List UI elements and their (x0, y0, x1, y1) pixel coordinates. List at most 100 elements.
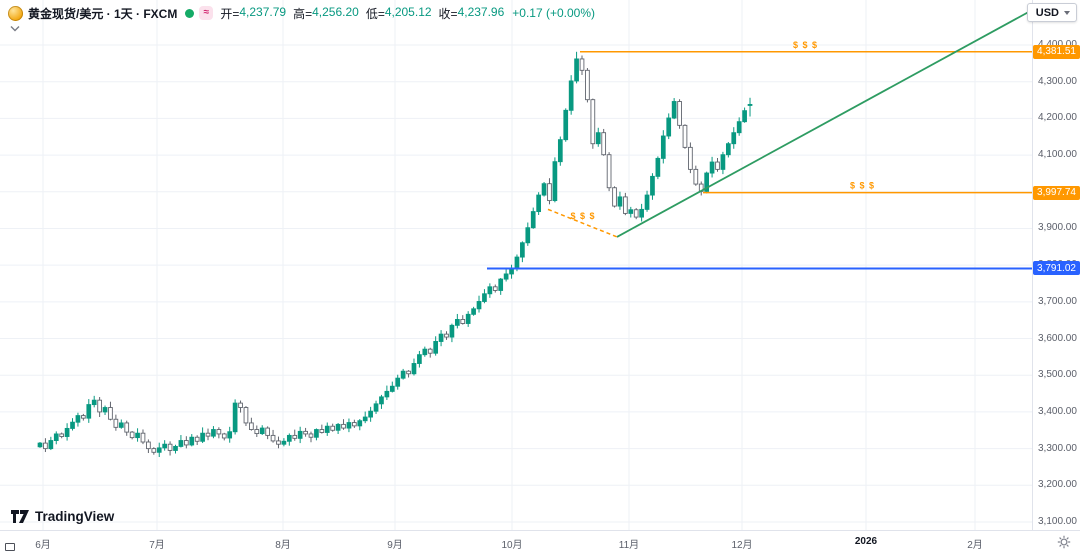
candle (368, 406, 373, 422)
candle (108, 401, 113, 421)
price-axis[interactable]: 4,400.004,300.004,200.004,100.004,000.00… (1032, 0, 1080, 530)
candle (530, 207, 536, 229)
candle (324, 422, 330, 436)
candle (265, 426, 270, 440)
candle (200, 427, 205, 444)
candle (75, 412, 81, 427)
candle (357, 419, 363, 431)
candle (135, 428, 140, 442)
currency-label: USD (1035, 6, 1059, 19)
market-status-icon (185, 8, 195, 18)
time-tick-label: 2月 (967, 540, 983, 551)
time-axis-icon[interactable] (5, 543, 15, 551)
time-tick-label: 12月 (731, 540, 753, 551)
candle (465, 311, 471, 327)
candle (503, 269, 509, 282)
candle (373, 400, 379, 414)
candle (205, 428, 211, 441)
candle (666, 113, 672, 140)
price-tick-label: 3,400.00 (1038, 405, 1077, 417)
price-tick-label: 4,200.00 (1038, 112, 1077, 124)
gear-icon[interactable] (1057, 535, 1071, 549)
candle (736, 117, 742, 136)
candle (433, 336, 439, 356)
candle (590, 98, 596, 149)
candle (319, 424, 325, 434)
candle (303, 427, 308, 437)
candle (525, 222, 531, 246)
dollar-label[interactable]: $ $ $ (571, 211, 596, 221)
candle (579, 55, 585, 76)
candle (563, 108, 569, 142)
open-value: 4,237.79 (239, 4, 287, 19)
candle (243, 406, 249, 427)
candle (70, 418, 75, 431)
candle (693, 165, 699, 186)
price-chart-pane[interactable]: $ $ $ $ $ $ $ $ $ (0, 0, 1032, 530)
tradingview-logo[interactable]: TradingView (10, 509, 114, 524)
candle (162, 440, 168, 451)
symbol-title[interactable]: 黄金现货/美元 · 1天 · FXCM (28, 6, 178, 21)
candle (400, 368, 406, 380)
candle (81, 413, 86, 421)
time-tick-label: 7月 (149, 540, 165, 551)
candle (709, 156, 715, 178)
trend-line[interactable] (616, 5, 1032, 238)
candle (422, 346, 428, 357)
candle (585, 68, 590, 103)
candle (731, 127, 737, 149)
candle (541, 182, 547, 197)
candle (221, 432, 227, 441)
candlestick-series (37, 51, 753, 458)
candle (384, 385, 390, 400)
candle (270, 429, 276, 443)
candle (216, 427, 222, 439)
delayed-data-icon[interactable]: ≈ (199, 6, 214, 20)
price-tick-label: 3,700.00 (1038, 295, 1077, 307)
candle (254, 425, 260, 437)
price-tick-label: 3,600.00 (1038, 332, 1077, 344)
close-label: 收= (438, 6, 458, 21)
chevron-down-icon[interactable] (10, 25, 20, 32)
candle (249, 417, 254, 431)
dollar-label[interactable]: $ $ $ (793, 40, 818, 50)
candle (86, 399, 92, 423)
candle (97, 397, 102, 417)
candle (379, 394, 384, 409)
price-tick-label: 4,400.00 (1038, 39, 1077, 50)
candle (747, 97, 753, 117)
high-label: 高= (293, 6, 313, 21)
candle (688, 142, 693, 174)
time-tick-label: 6月 (35, 540, 51, 551)
gold-coin-icon (8, 5, 23, 21)
candle (660, 130, 666, 164)
candle (552, 157, 558, 203)
candle (628, 206, 634, 218)
candle (704, 171, 710, 194)
chevron-down-icon (1064, 10, 1070, 15)
candle (129, 431, 135, 440)
dollar-label[interactable]: $ $ $ (850, 181, 875, 191)
candle (574, 51, 579, 84)
candle (623, 192, 628, 216)
currency-selector[interactable]: USD (1026, 3, 1077, 22)
price-tick-label: 4,100.00 (1038, 149, 1077, 161)
high-value: 4,256.20 (312, 4, 359, 19)
candle (476, 295, 482, 313)
candle (118, 419, 124, 429)
candle (292, 429, 298, 441)
price-tick-label: 4,300.00 (1038, 75, 1077, 87)
time-tick-label: 10月 (501, 540, 523, 551)
candle (471, 306, 476, 316)
candle (487, 283, 493, 298)
candle (297, 426, 303, 444)
candle (146, 439, 151, 454)
candle (557, 136, 563, 166)
candle (167, 441, 173, 456)
candle (48, 436, 54, 451)
candle (308, 431, 314, 443)
price-line-tag: 4,381.51 (1033, 44, 1080, 59)
time-axis[interactable]: 6月 7月 8月 9月 10月 11月 12月 2026 2月 (0, 530, 1080, 552)
dashed-support-line[interactable] (547, 208, 618, 238)
